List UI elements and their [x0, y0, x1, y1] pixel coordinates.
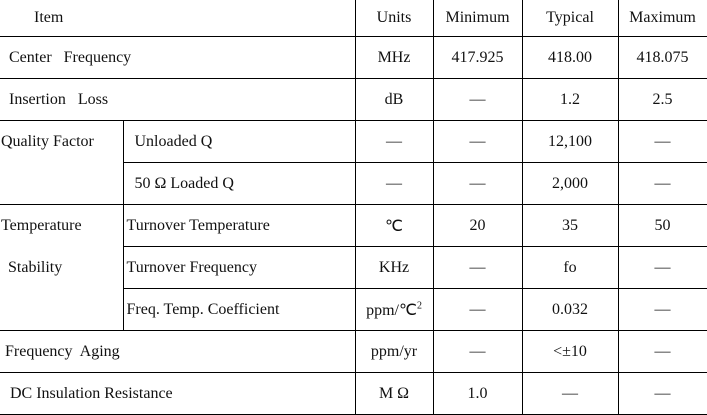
group-quality-factor: Quality Factor	[0, 120, 124, 205]
group-temperature-stability: Temperature Stability	[0, 204, 124, 331]
header-typical: Typical	[521, 0, 619, 37]
item-cell: Center Frequency	[0, 36, 356, 79]
units-cell: ℃	[354, 204, 434, 247]
header-maximum: Maximum	[617, 0, 707, 37]
item-cell: Insertion Loss	[0, 78, 356, 121]
item-cell: Turnover Frequency	[123, 246, 356, 289]
min-cell: 1.0	[432, 372, 523, 415]
header-units: Units	[354, 0, 434, 37]
units-superscript: 2	[416, 300, 422, 312]
min-cell: —	[432, 162, 523, 205]
units-cell: KHz	[354, 246, 434, 289]
table-row: Temperature Stability Turnover Temperatu…	[0, 204, 707, 331]
min-cell: —	[432, 330, 523, 373]
table-row: Center Frequency MHz 417.925 418.00 418.…	[0, 36, 707, 79]
min-cell: —	[432, 78, 523, 121]
max-cell: —	[617, 120, 707, 163]
units-cell: dB	[354, 78, 434, 121]
max-cell: 50	[617, 204, 707, 247]
header-row: Item Units Minimum Typical Maximum	[0, 0, 707, 37]
item-cell: Freq. Temp. Coefficient	[123, 288, 356, 331]
typ-cell: 2,000	[521, 162, 619, 205]
min-cell: 20	[432, 204, 523, 247]
table-row: Quality Factor Unloaded Q — — 12,100 —	[0, 120, 707, 205]
typ-cell: 35	[521, 204, 619, 247]
typ-cell: <±10	[521, 330, 619, 373]
units-cell: —	[354, 162, 434, 205]
units-cell: ppm/℃2	[354, 288, 434, 331]
group-label-line1: Temperature	[1, 217, 82, 234]
typ-cell: 12,100	[521, 120, 619, 163]
item-cell: DC Insulation Resistance	[0, 372, 356, 415]
typ-cell: —	[521, 372, 619, 415]
header-minimum: Minimum	[432, 0, 523, 37]
max-cell: —	[617, 330, 707, 373]
min-cell: —	[432, 120, 523, 163]
units-cell: MHz	[354, 36, 434, 79]
table-row: DC Insulation Resistance M Ω 1.0 — —	[0, 372, 707, 415]
max-cell: —	[617, 372, 707, 415]
item-cell: Frequency Aging	[0, 330, 356, 373]
max-cell: —	[617, 162, 707, 205]
min-cell: —	[432, 288, 523, 331]
typ-cell: 0.032	[521, 288, 619, 331]
typ-cell: 1.2	[521, 78, 619, 121]
group-label-line2: Stability	[8, 259, 63, 276]
item-cell: Unloaded Q	[122, 120, 356, 163]
min-cell: —	[432, 246, 523, 289]
units-cell: M Ω	[354, 372, 434, 415]
group-label: Quality Factor	[1, 133, 94, 150]
max-cell: —	[617, 246, 707, 289]
units-cell: ppm/yr	[354, 330, 434, 373]
item-cell: 50 Ω Loaded Q	[123, 162, 356, 205]
max-cell: 2.5	[617, 78, 707, 121]
typ-cell: 418.00	[521, 36, 619, 79]
units-cell: —	[354, 120, 434, 163]
header-item: Item	[0, 0, 356, 37]
max-cell: 418.075	[617, 36, 707, 79]
units-text: ppm/℃	[366, 301, 417, 319]
min-cell: 417.925	[432, 36, 523, 79]
table-row: Insertion Loss dB — 1.2 2.5	[0, 78, 707, 121]
item-cell: Turnover Temperature	[122, 204, 356, 247]
typ-cell: fo	[521, 246, 619, 289]
table-row: Frequency Aging ppm/yr — <±10 —	[0, 330, 707, 373]
max-cell: —	[617, 288, 707, 331]
